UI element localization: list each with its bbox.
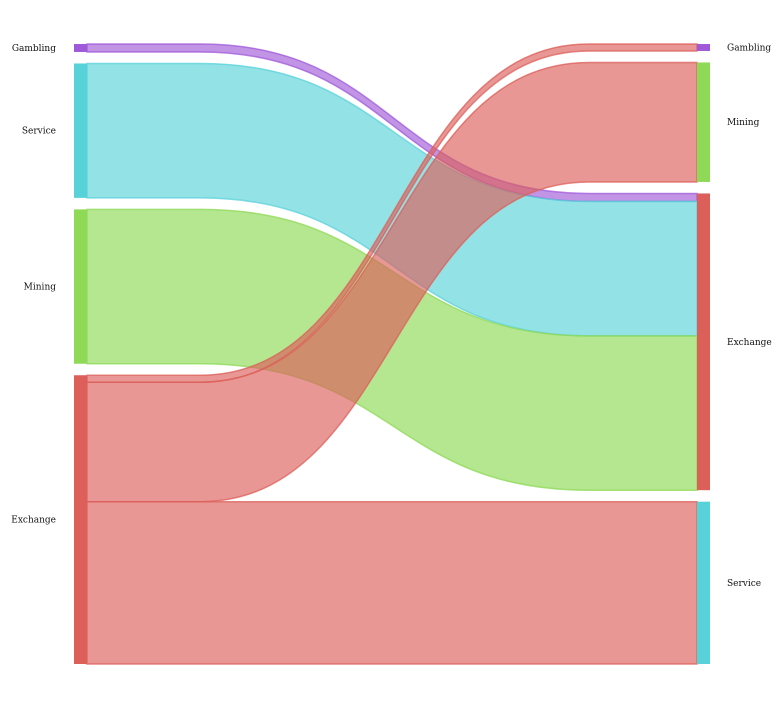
node-left-service [74, 63, 87, 198]
link-exchange-to-service [86, 500, 698, 665]
node-label-right-exchange: Exchange [727, 338, 772, 348]
node-label-left-mining: Mining [24, 283, 57, 293]
sankey-labels: Gambling Service Mining Exchange Gambling Min… [11, 43, 771, 588]
node-right-gambling [697, 44, 710, 51]
sankey-links [86, 43, 698, 665]
node-left-exchange [74, 375, 87, 664]
node-label-left-exchange: Exchange [11, 516, 56, 526]
node-label-right-gambling: Gambling [727, 43, 771, 53]
node-right-exchange [697, 193, 710, 491]
node-label-right-service: Service [727, 579, 761, 589]
node-label-left-gambling: Gambling [12, 44, 56, 54]
node-left-mining [74, 209, 87, 364]
node-right-mining [697, 62, 710, 182]
node-label-left-service: Service [22, 127, 56, 137]
sankey-nodes [74, 44, 710, 664]
node-label-right-mining: Mining [727, 118, 760, 128]
node-right-service [697, 501, 710, 664]
node-left-gambling [74, 44, 87, 52]
